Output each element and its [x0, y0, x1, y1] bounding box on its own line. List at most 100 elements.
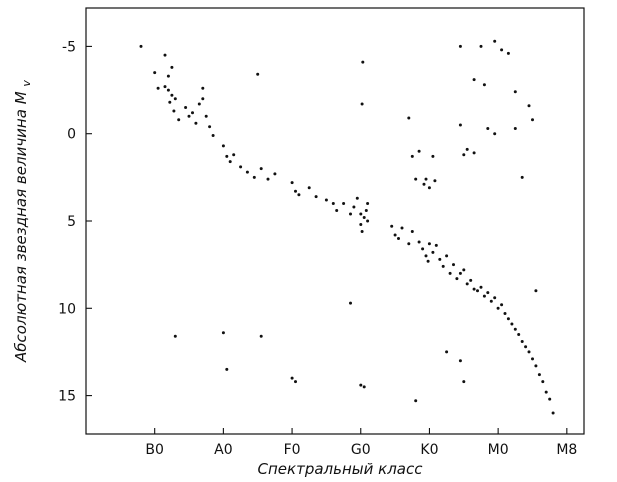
star-point [360, 102, 364, 106]
star-point [256, 72, 260, 76]
star-point [228, 160, 232, 164]
star-point [524, 345, 528, 349]
star-point [427, 242, 431, 246]
star-point [355, 196, 359, 200]
star-point [455, 277, 459, 281]
star-point [359, 223, 363, 226]
y-tick-label: 10 [58, 301, 76, 317]
star-point [170, 93, 174, 97]
star-point [506, 317, 510, 321]
x-tick-label: F0 [284, 442, 301, 458]
star-point [407, 242, 411, 246]
y-tick-label: 15 [58, 389, 76, 405]
x-tick-label: B0 [145, 442, 164, 458]
star-point [187, 114, 191, 118]
star-point [259, 334, 263, 338]
star-point [534, 289, 538, 293]
x-tick-label: G0 [351, 442, 371, 458]
star-point [441, 264, 445, 268]
star-point [197, 102, 201, 106]
star-point [551, 411, 555, 415]
star-point [486, 127, 490, 130]
star-point [496, 306, 500, 310]
star-point [335, 209, 339, 212]
star-point [431, 250, 435, 254]
star-point [245, 170, 249, 174]
star-point [414, 399, 418, 403]
star-point [221, 331, 225, 335]
y-axis-label-symbol: M [12, 91, 30, 104]
star-point [462, 380, 466, 384]
star-point [520, 340, 524, 343]
star-point [520, 175, 524, 179]
star-point [452, 263, 455, 267]
star-point [361, 60, 365, 64]
star-point [421, 247, 425, 251]
star-point [527, 104, 531, 108]
star-point [424, 177, 428, 181]
star-point [417, 240, 421, 244]
data-points [139, 39, 555, 415]
star-point [208, 125, 212, 129]
y-tick-label: -5 [62, 39, 76, 55]
x-axis-label: Спектральный класс [258, 460, 424, 478]
star-point [232, 153, 236, 157]
x-tick-label: M0 [488, 442, 509, 458]
star-point [352, 205, 356, 209]
star-point [297, 193, 301, 197]
y-tick-labels: -5 0 5 10 15 [58, 39, 76, 404]
star-point [537, 373, 541, 377]
star-point [359, 212, 363, 216]
star-point [290, 181, 294, 185]
star-point [458, 44, 462, 48]
star-point [414, 177, 418, 181]
star-point [139, 44, 143, 48]
star-point [431, 154, 435, 158]
star-point [194, 121, 198, 125]
star-point [527, 350, 531, 354]
star-point [517, 333, 521, 336]
star-point [349, 212, 352, 216]
star-point [500, 48, 504, 52]
star-point [486, 291, 490, 295]
star-point [225, 154, 229, 158]
x-tick-label: A0 [214, 442, 232, 458]
star-point [168, 100, 172, 104]
star-point [342, 202, 346, 205]
star-point [366, 202, 370, 205]
star-point [465, 147, 469, 151]
star-point [366, 219, 370, 223]
star-point [331, 202, 335, 205]
y-tick-label: 0 [67, 127, 76, 143]
star-point [482, 83, 486, 87]
star-point [410, 154, 414, 158]
star-point [500, 303, 504, 307]
star-point [548, 397, 552, 401]
star-point [503, 312, 507, 315]
star-point [448, 271, 452, 275]
star-point [314, 195, 318, 199]
star-point [407, 116, 411, 120]
star-point [173, 334, 177, 338]
star-point [462, 268, 466, 272]
star-point [324, 198, 328, 202]
star-point [476, 289, 479, 293]
star-point [544, 390, 548, 394]
star-point [393, 233, 397, 237]
star-point [170, 65, 174, 69]
star-point [397, 237, 400, 240]
star-point [273, 172, 277, 176]
star-point [349, 301, 352, 305]
y-axis-label: Абсолютная звездная величина M v [12, 80, 33, 363]
star-point [172, 109, 176, 113]
star-point [472, 151, 476, 155]
star-point [410, 230, 414, 233]
star-point [534, 364, 538, 368]
star-point [201, 97, 205, 101]
star-point [458, 359, 462, 363]
star-point [307, 186, 311, 190]
star-point [465, 282, 469, 286]
star-point [458, 123, 462, 127]
star-point [493, 296, 497, 300]
